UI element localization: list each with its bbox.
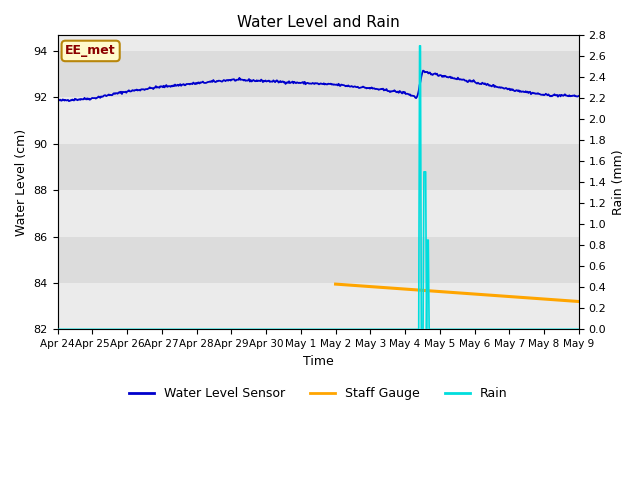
Bar	[58, 144, 579, 190]
Legend: Water Level Sensor, Staff Gauge, Rain: Water Level Sensor, Staff Gauge, Rain	[124, 383, 513, 406]
Text: EE_met: EE_met	[65, 45, 116, 58]
Bar	[58, 51, 579, 97]
Bar	[58, 190, 579, 237]
Bar	[58, 97, 579, 144]
Title: Water Level and Rain: Water Level and Rain	[237, 15, 399, 30]
X-axis label: Time: Time	[303, 355, 333, 368]
Bar	[58, 237, 579, 283]
Y-axis label: Rain (mm): Rain (mm)	[612, 150, 625, 215]
Y-axis label: Water Level (cm): Water Level (cm)	[15, 129, 28, 236]
Bar	[58, 283, 579, 329]
